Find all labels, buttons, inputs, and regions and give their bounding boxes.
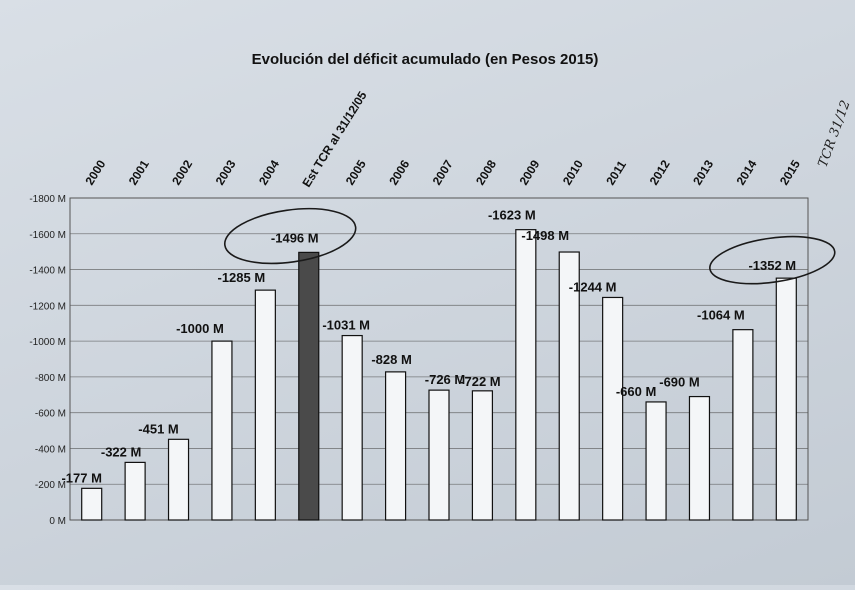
category-label-10: 2009 <box>516 157 542 187</box>
data-label-4: -1285 M <box>218 270 266 285</box>
bar-16 <box>775 277 797 521</box>
bar-7 <box>384 371 407 521</box>
bar-0 <box>81 487 103 521</box>
category-label-16: 2015 <box>777 157 803 187</box>
category-label-15: 2014 <box>734 157 760 187</box>
category-label-3: 2003 <box>213 157 239 187</box>
category-label-11: 2010 <box>560 157 586 187</box>
bar-4 <box>254 289 276 521</box>
data-labels: -177 M-322 M -451 M -1000 M -1285 M -1496 M -… <box>61 208 796 486</box>
category-label-7: 2006 <box>386 157 412 187</box>
bars <box>81 229 797 521</box>
y-tick-label: -200 M <box>35 480 66 491</box>
data-label-10: -1623 M <box>488 208 536 223</box>
bar-3 <box>211 340 233 521</box>
data-label-9: -722 M <box>460 374 500 389</box>
category-label-6: 2005 <box>343 157 369 187</box>
bar-6 <box>341 334 363 521</box>
handwritten-note: TCR 31/12 <box>816 98 854 169</box>
data-label-11: -1498 M <box>521 228 569 243</box>
hand-drawn-circle <box>223 207 357 265</box>
data-label-1: -322 M <box>101 444 141 459</box>
bar-1 <box>124 461 146 521</box>
data-label-2: -451 M <box>138 421 178 436</box>
bar-13 <box>645 401 667 521</box>
bar-2 <box>167 438 190 521</box>
bar-5 <box>298 251 320 521</box>
data-label-0: -177 M <box>61 470 101 485</box>
data-label-5: -1496 M <box>271 230 319 245</box>
category-label-8: 2007 <box>430 157 456 187</box>
y-tick-label: -800 M <box>35 373 66 384</box>
data-label-14: -690 M <box>659 375 699 390</box>
y-tick-label: -400 M <box>35 444 66 455</box>
data-label-13: -660 M <box>616 384 656 399</box>
x-axis-categories: 2000 2001 2002 2003 2004 Est TCR al 31/12/052… <box>82 89 803 190</box>
bar-15 <box>732 329 754 521</box>
y-tick-label: -1000 M <box>29 337 66 348</box>
y-tick-label: -600 M <box>35 409 66 420</box>
category-label-9: 2008 <box>473 157 499 187</box>
data-label-3: -1000 M <box>176 321 224 336</box>
y-tick-label: -1600 M <box>29 230 66 241</box>
category-label-14: 2013 <box>690 157 716 187</box>
bar-14 <box>688 395 711 521</box>
y-tick-label: -1200 M <box>29 301 66 312</box>
category-label-1: 2001 <box>126 157 152 187</box>
category-label-0: 2000 <box>82 157 108 187</box>
data-label-6: -1031 M <box>322 318 370 333</box>
data-label-15: -1064 M <box>697 308 745 323</box>
y-tick-label: -1800 M <box>29 194 66 205</box>
category-label-4: 2004 <box>256 157 282 187</box>
category-label-13: 2012 <box>647 157 673 187</box>
bar-8 <box>428 389 450 521</box>
data-label-16: -1352 M <box>748 258 796 273</box>
data-label-8: -726 M <box>425 372 465 387</box>
y-axis-ticks: 0 M -200 M -400 M -600 M -800 M -1000 M -1200 … <box>29 194 66 527</box>
chart-title: Evolución del déficit acumulado (en Peso… <box>252 51 599 68</box>
bar-11 <box>558 251 580 521</box>
bar-10 <box>515 229 537 521</box>
data-label-7: -828 M <box>371 352 411 367</box>
y-tick-label: -1400 M <box>29 266 66 277</box>
category-label-12: 2011 <box>603 158 629 188</box>
bar-12 <box>602 296 624 521</box>
bar-9 <box>471 390 494 521</box>
hand-drawn-circle <box>709 235 836 285</box>
category-label-2: 2002 <box>169 157 195 187</box>
y-tick-label: 0 M <box>49 516 66 527</box>
data-label-12: -1244 M <box>569 279 617 294</box>
